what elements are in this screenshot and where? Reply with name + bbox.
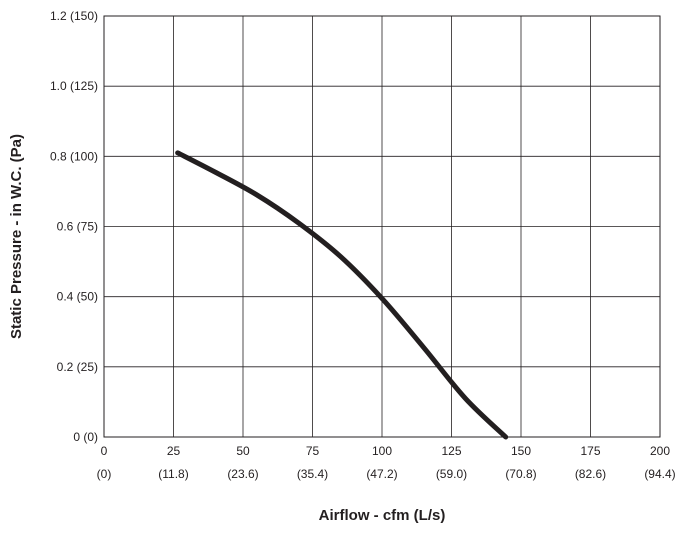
y-axis-title: Static Pressure - in W.C. (Pa)	[8, 134, 25, 339]
y-tick-labels: 0 (0) 0.2 (25) 0.4 (50) 0.6 (75) 0.8 (100) 1.…	[50, 9, 98, 444]
x-tick-label: 175	[580, 444, 600, 458]
x-axis-title: Airflow - cfm (L/s)	[319, 507, 446, 524]
y-tick-label: 0.4 (50)	[57, 290, 98, 304]
x-tick-label: 125	[441, 444, 461, 458]
x-tick-label: 75	[306, 444, 320, 458]
x-tick-sublabel: (59.0)	[436, 467, 467, 481]
x-tick-sublabel: (47.2)	[366, 467, 397, 481]
y-tick-label: 1.2 (150)	[50, 9, 98, 23]
x-tick-label: 0	[101, 444, 108, 458]
x-tick-label: 200	[650, 444, 670, 458]
x-tick-sublabel: (82.6)	[575, 467, 606, 481]
x-tick-sublabel: (35.4)	[297, 467, 328, 481]
x-tick-sublabel: (11.8)	[158, 467, 188, 481]
x-tick-sublabel: (0)	[97, 467, 112, 481]
y-tick-label: 0.6 (75)	[57, 220, 98, 234]
x-tick-sublabel: (23.6)	[227, 467, 258, 481]
series-layer	[175, 150, 509, 440]
y-tick-label: 0 (0)	[73, 430, 98, 444]
y-tick-label: 0.2 (25)	[57, 360, 98, 374]
x-tick-label: 100	[372, 444, 392, 458]
performance-curve	[175, 150, 509, 440]
y-tick-label: 0.8 (100)	[50, 149, 98, 163]
x-tick-labels: 0 (0) 25 (11.8) 50 (23.6) 75 (35.4) 100 (47.2) 125…	[97, 444, 676, 481]
x-tick-label: 25	[167, 444, 181, 458]
x-tick-sublabel: (70.8)	[505, 467, 536, 481]
plot-frame	[103, 15, 661, 438]
x-tick-label: 50	[236, 444, 250, 458]
y-tick-label: 1.0 (125)	[50, 79, 98, 93]
x-tick-label: 150	[511, 444, 531, 458]
grid-layer	[103, 15, 661, 438]
x-tick-sublabel: (94.4)	[644, 467, 675, 481]
